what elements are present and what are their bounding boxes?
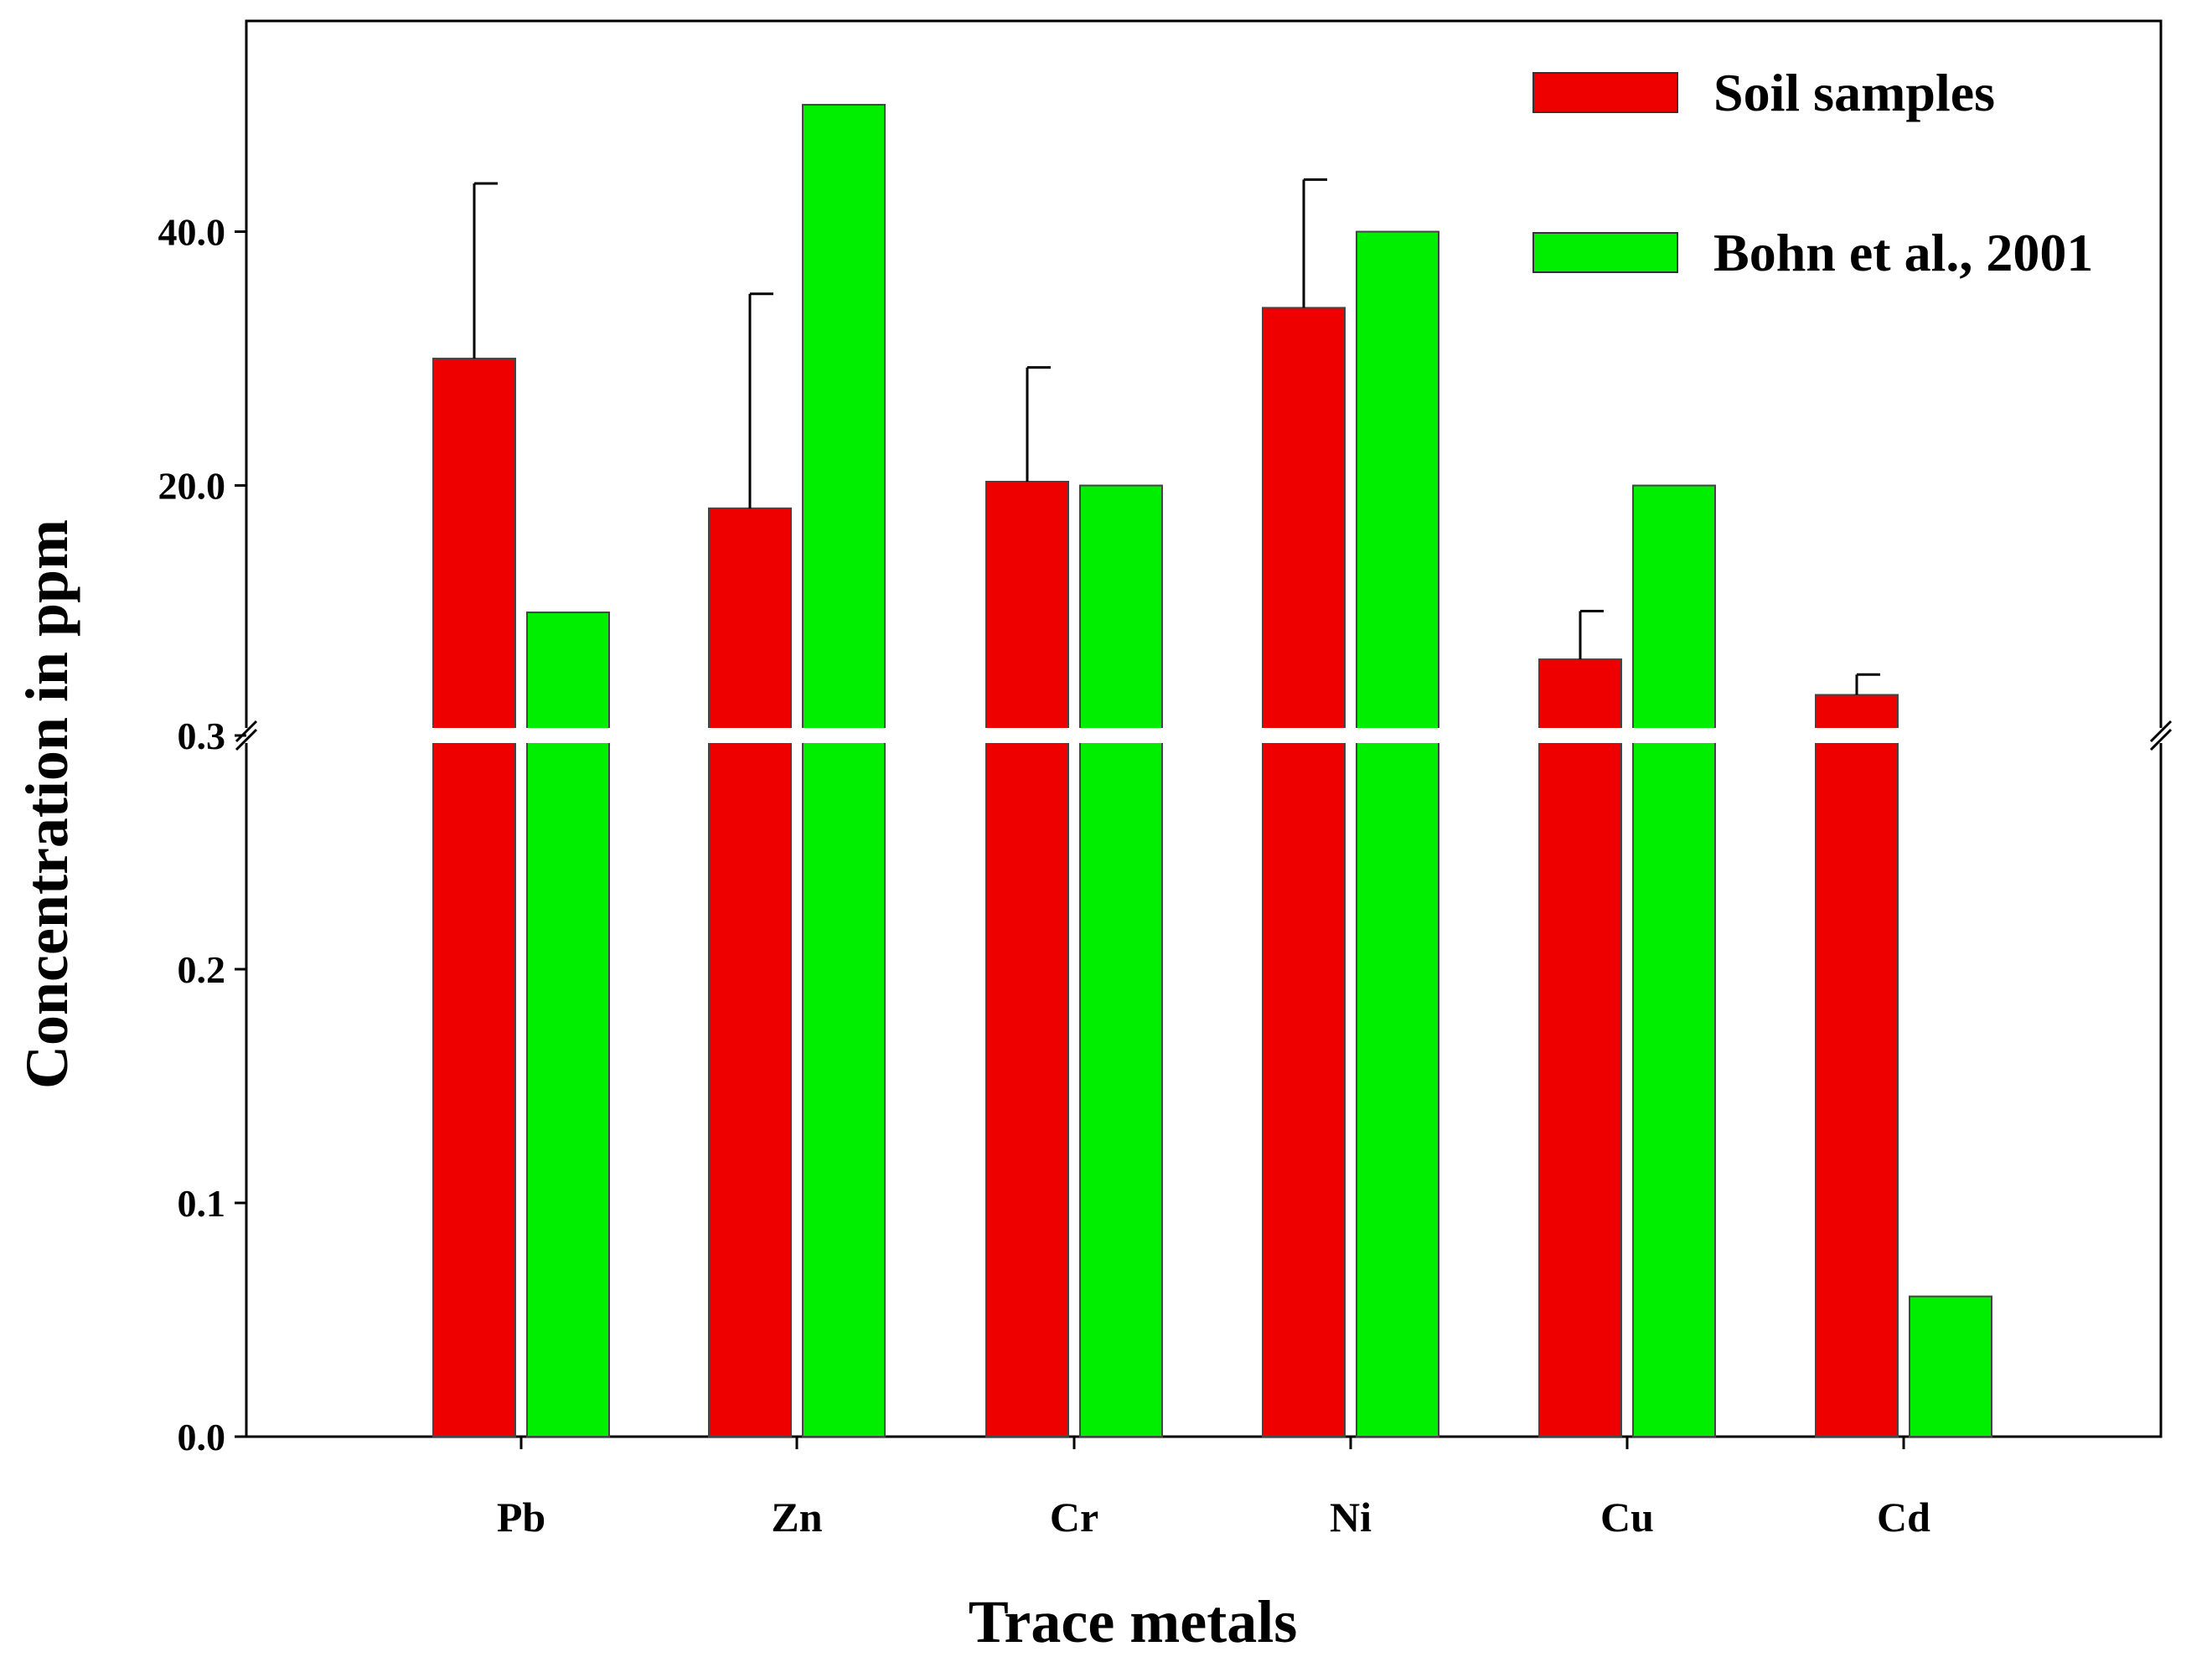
error-bars-layer	[473, 178, 1880, 695]
x-axis-title: Trace metals	[969, 1588, 1297, 1655]
bar-cu-soil	[1538, 658, 1622, 1437]
break-mark-upper-left	[235, 720, 258, 743]
axis-break-gap	[230, 728, 2178, 743]
legend-swatch-bohn	[1532, 232, 1678, 273]
bar-cd-soil	[1815, 694, 1899, 1437]
x-tick-label-cd: Cd	[1877, 1494, 1930, 1541]
legend-label-bohn: Bohn et al., 2001	[1713, 223, 2093, 282]
bar-ni-bohn	[1356, 230, 1439, 1437]
x-tick-label-cr: Cr	[1050, 1494, 1098, 1541]
break-mark-lower-right	[2149, 728, 2173, 751]
x-tick-label-pb: Pb	[497, 1494, 545, 1541]
y-axis-title: Concentration in ppm	[13, 519, 80, 1089]
bar-ni-soil	[1262, 307, 1346, 1438]
bar-cd-bohn	[1909, 1295, 1992, 1437]
bar-zn-bohn	[802, 104, 886, 1437]
legend-swatch-soil-samples	[1532, 72, 1678, 113]
legend-label-soil-samples: Soil samples	[1713, 63, 1995, 122]
x-tick-label-ni: Ni	[1330, 1494, 1372, 1541]
y-tick-label-0.3: 0.3	[178, 715, 226, 757]
x-ticks-layer: Pb Zn Cr Ni Cu Cd	[497, 1437, 1930, 1541]
y-tick-label-20.0: 20.0	[158, 465, 226, 508]
break-mark-upper-right	[2149, 720, 2173, 743]
bar-pb-bohn	[526, 612, 610, 1437]
bar-cr-soil	[985, 481, 1069, 1437]
axis-break	[230, 720, 2178, 751]
y-ticks-layer: 0.0 0.1 0.2 0.3 20.0 40.0	[158, 211, 246, 1458]
bar-zn-soil	[708, 507, 792, 1438]
bar-cu-bohn	[1632, 484, 1716, 1437]
bar-cr-bohn	[1079, 484, 1163, 1437]
break-mark-lower-left	[235, 728, 258, 751]
x-tick-label-cu: Cu	[1600, 1494, 1654, 1541]
y-tick-label-0.0: 0.0	[178, 1416, 226, 1458]
bars-layer	[432, 104, 1992, 1438]
y-tick-label-0.1: 0.1	[178, 1182, 226, 1225]
y-tick-label-40.0: 40.0	[158, 211, 226, 254]
bar-pb-soil	[432, 358, 516, 1437]
y-tick-label-0.2: 0.2	[178, 948, 226, 991]
x-tick-label-zn: Zn	[771, 1494, 822, 1541]
legend: Soil samples Bohn et al., 2001	[1532, 63, 2093, 282]
